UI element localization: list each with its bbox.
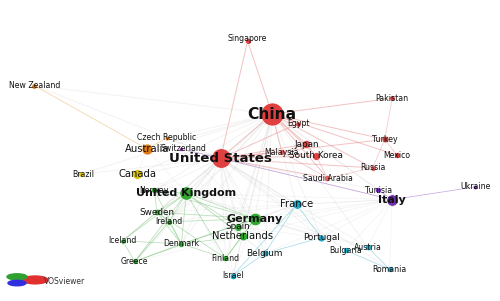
Text: Pakistan: Pakistan	[376, 94, 408, 103]
Point	[222, 256, 230, 261]
Point	[393, 153, 401, 158]
Point	[324, 176, 332, 181]
Point	[268, 112, 276, 116]
Point	[143, 147, 151, 151]
Text: Ireland: Ireland	[156, 217, 182, 226]
Point	[312, 154, 320, 158]
Text: Norway: Norway	[140, 186, 169, 195]
Text: Japan: Japan	[294, 140, 318, 149]
Point	[153, 210, 161, 215]
Circle shape	[22, 276, 48, 284]
Text: China: China	[248, 107, 296, 122]
Text: Turkey: Turkey	[372, 135, 398, 144]
Point	[216, 156, 224, 161]
Point	[278, 150, 286, 154]
Point	[472, 185, 480, 189]
Text: Netherlands: Netherlands	[212, 231, 273, 241]
Text: Austria: Austria	[354, 243, 382, 252]
Text: Brazil: Brazil	[72, 170, 94, 179]
Text: Sweden: Sweden	[140, 208, 174, 217]
Text: Finland: Finland	[212, 254, 240, 263]
Point	[234, 224, 241, 229]
Point	[165, 219, 173, 224]
Text: Singapore: Singapore	[228, 34, 267, 43]
Text: New Zealand: New Zealand	[8, 81, 60, 90]
Point	[118, 238, 126, 243]
Point	[317, 235, 325, 240]
Text: Saudi Arabia: Saudi Arabia	[302, 174, 352, 183]
Text: VOSviewer: VOSviewer	[44, 277, 86, 286]
Text: Belgium: Belgium	[246, 249, 283, 258]
Circle shape	[8, 280, 26, 286]
Text: Czech Republic: Czech Republic	[137, 133, 196, 142]
Point	[302, 142, 310, 147]
Point	[178, 147, 186, 151]
Text: Bulgaria: Bulgaria	[329, 246, 362, 255]
Point	[388, 96, 396, 101]
Point	[251, 216, 259, 221]
Text: Italy: Italy	[378, 195, 406, 205]
Text: South Korea: South Korea	[289, 151, 343, 160]
Point	[388, 197, 396, 202]
Text: Denmark: Denmark	[164, 240, 200, 248]
Point	[77, 172, 85, 177]
Point	[386, 267, 394, 272]
Text: Spain: Spain	[226, 222, 250, 231]
Point	[244, 39, 252, 44]
Text: Switzerland: Switzerland	[161, 144, 207, 154]
Text: France: France	[280, 199, 313, 209]
Point	[134, 172, 141, 177]
Text: Israel: Israel	[222, 271, 244, 280]
Point	[381, 137, 389, 142]
Text: Iceland: Iceland	[108, 236, 136, 245]
Circle shape	[7, 274, 27, 280]
Point	[150, 188, 158, 193]
Point	[229, 273, 237, 278]
Text: Canada: Canada	[118, 169, 156, 179]
Point	[294, 121, 302, 126]
Text: Mexico: Mexico	[384, 151, 410, 160]
Point	[260, 251, 268, 256]
Point	[131, 259, 139, 264]
Text: Malaysia: Malaysia	[264, 147, 299, 157]
Point	[342, 248, 349, 253]
Text: Romania: Romania	[372, 265, 407, 274]
Text: Greece: Greece	[121, 257, 148, 266]
Point	[364, 245, 372, 250]
Text: Ukraine: Ukraine	[460, 182, 490, 191]
Point	[374, 188, 382, 193]
Point	[30, 83, 38, 88]
Text: United States: United States	[169, 152, 272, 165]
Text: Germany: Germany	[227, 214, 283, 224]
Text: Australia: Australia	[125, 144, 170, 154]
Point	[182, 191, 190, 196]
Text: Egypt: Egypt	[287, 119, 310, 128]
Text: United Kingdom: United Kingdom	[136, 188, 236, 198]
Point	[292, 202, 300, 207]
Text: Russia: Russia	[360, 163, 385, 172]
Point	[162, 135, 170, 140]
Point	[178, 242, 186, 247]
Text: Tunisia: Tunisia	[365, 186, 392, 195]
Point	[238, 234, 246, 238]
Text: Portugal: Portugal	[302, 233, 340, 242]
Point	[368, 166, 376, 170]
